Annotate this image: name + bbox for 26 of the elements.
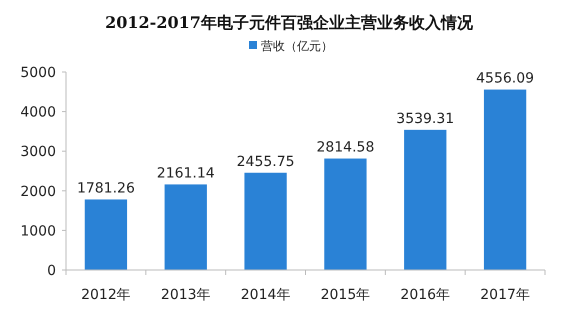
- x-tick-label: 2013年: [160, 287, 211, 303]
- bar: [164, 184, 207, 270]
- x-tick-label: 2017年: [480, 287, 530, 303]
- y-tick-label: 3000: [20, 144, 56, 160]
- chart-title: 2012-2017年电子元件百强企业主营业务收入情况: [105, 13, 474, 32]
- data-label: 2161.14: [156, 165, 215, 182]
- y-tick-label: 1000: [20, 223, 56, 240]
- bar: [244, 172, 287, 270]
- data-label: 2814.58: [316, 140, 374, 156]
- bar: [484, 90, 526, 270]
- y-tick-label: 5000: [20, 65, 56, 81]
- bar: [84, 199, 128, 270]
- bar: [324, 158, 367, 270]
- data-label: 2455.75: [236, 154, 295, 170]
- data-label: 1781.26: [76, 180, 135, 196]
- bar: [404, 130, 446, 270]
- y-tick-label: 0: [47, 263, 56, 279]
- y-tick-label: 2000: [20, 184, 56, 200]
- x-tick-label: 2012年: [81, 287, 131, 303]
- x-tick-label: 2016年: [400, 287, 450, 303]
- legend: 营收（亿元）: [249, 39, 333, 53]
- x-tick-label: 2014年: [240, 287, 290, 303]
- y-tick-label: 4000: [20, 104, 56, 121]
- data-label: 4556.09: [476, 70, 534, 87]
- x-tick-label: 2015年: [320, 287, 370, 303]
- data-label: 3539.31: [396, 110, 454, 127]
